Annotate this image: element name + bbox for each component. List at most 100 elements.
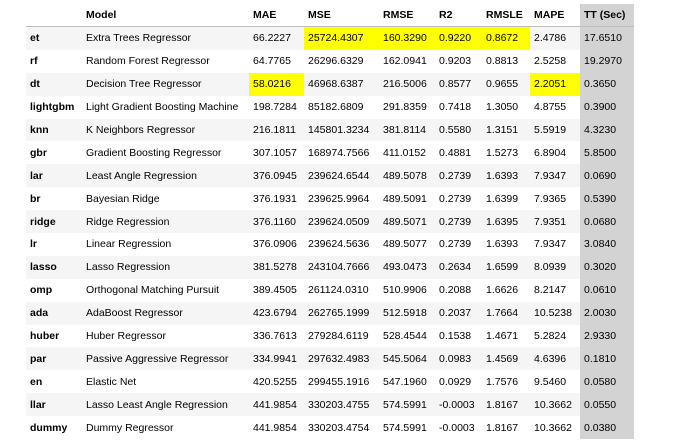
r2-cell: 0.0929 — [435, 370, 482, 394]
model-name-cell: Ridge Regression — [82, 210, 249, 234]
mae-cell: 64.7765 — [249, 49, 304, 73]
mse-cell: 239624.0509 — [304, 210, 379, 234]
model-name-cell: Gradient Boosting Regressor — [82, 141, 249, 165]
mae-cell: 376.1160 — [249, 210, 304, 234]
rmsle-cell: 1.8167 — [482, 393, 530, 417]
tt-sec-cell: 17.6510 — [580, 26, 634, 50]
rmsle-cell: 1.7664 — [482, 301, 530, 325]
rmse-cell: 489.5078 — [379, 164, 435, 188]
row-index-cell: br — [26, 187, 82, 211]
tt-sec-cell: 0.5390 — [580, 187, 634, 211]
row-index-cell: huber — [26, 324, 82, 348]
table-row: lasso Lasso Regression 381.5278 243104.7666… — [26, 255, 634, 279]
mse-cell: 297632.4983 — [304, 347, 379, 371]
rmse-cell: 216.5006 — [379, 72, 435, 96]
model-name-cell: Lasso Regression — [82, 255, 249, 279]
r2-cell: 0.2739 — [435, 164, 482, 188]
table-header-row: Model MAE MSE RMSE R2 RMSLE MAPE TT (Sec… — [26, 4, 634, 27]
rmsle-cell: 1.3050 — [482, 95, 530, 119]
r2-cell: 0.2634 — [435, 255, 482, 279]
rmse-cell: 574.5991 — [379, 416, 435, 440]
table-row: et Extra Trees Regressor 66.2227 25724.4307… — [26, 26, 634, 50]
table-row: dt Decision Tree Regressor 58.0216 46968.63… — [26, 72, 634, 96]
mape-cell: 2.2051 — [530, 72, 580, 96]
row-index-cell: ada — [26, 301, 82, 325]
rmse-cell: 528.4544 — [379, 324, 435, 348]
table-body: et Extra Trees Regressor 66.2227 25724.4307… — [26, 26, 634, 440]
table-row: rf Random Forest Regressor 64.7765 26296.63… — [26, 49, 634, 73]
model-name-cell: Extra Trees Regressor — [82, 26, 249, 50]
mse-cell: 330203.4755 — [304, 393, 379, 417]
rmse-cell: 512.5918 — [379, 301, 435, 325]
mse-cell: 243104.7666 — [304, 255, 379, 279]
r2-cell: 0.5580 — [435, 118, 482, 142]
table-row: en Elastic Net 420.5255 299455.1916 547.1960… — [26, 370, 634, 394]
table-row: omp Orthogonal Matching Pursuit 389.4505 26… — [26, 278, 634, 302]
rmse-cell: 160.3290 — [379, 26, 435, 50]
mse-cell: 239625.9964 — [304, 187, 379, 211]
model-name-cell: AdaBoost Regressor — [82, 301, 249, 325]
r2-cell: 0.8577 — [435, 72, 482, 96]
mape-cell: 6.8904 — [530, 141, 580, 165]
r2-cell: 0.0983 — [435, 347, 482, 371]
table-row: lightgbm Light Gradient Boosting Machine 1… — [26, 95, 634, 119]
rmse-cell: 162.0941 — [379, 49, 435, 73]
tt-sec-cell: 0.0580 — [580, 370, 634, 394]
model-name-cell: Decision Tree Regressor — [82, 72, 249, 96]
r2-cell: 0.2739 — [435, 233, 482, 256]
header-rmse: RMSE — [379, 4, 435, 27]
row-index-cell: omp — [26, 278, 82, 302]
header-mae: MAE — [249, 4, 304, 27]
header-index — [26, 4, 82, 27]
header-r2: R2 — [435, 4, 482, 27]
mse-cell: 330203.4754 — [304, 416, 379, 440]
tt-sec-cell: 2.0030 — [580, 301, 634, 325]
rmsle-cell: 1.6626 — [482, 278, 530, 302]
model-name-cell: Linear Regression — [82, 233, 249, 256]
mae-cell: 423.6794 — [249, 301, 304, 325]
rmse-cell: 510.9906 — [379, 278, 435, 302]
rmse-cell: 493.0473 — [379, 255, 435, 279]
mae-cell: 420.5255 — [249, 370, 304, 394]
row-index-cell: lightgbm — [26, 95, 82, 119]
mape-cell: 7.9347 — [530, 233, 580, 256]
mae-cell: 376.0945 — [249, 164, 304, 188]
row-index-cell: lasso — [26, 255, 82, 279]
mae-cell: 381.5278 — [249, 255, 304, 279]
mae-cell: 198.7284 — [249, 95, 304, 119]
row-index-cell: knn — [26, 118, 82, 142]
mape-cell: 9.5460 — [530, 370, 580, 394]
model-name-cell: Random Forest Regressor — [82, 49, 249, 73]
tt-sec-cell: 5.8500 — [580, 141, 634, 165]
tt-sec-cell: 0.3900 — [580, 95, 634, 119]
rmsle-cell: 1.3151 — [482, 118, 530, 142]
tt-sec-cell: 4.3230 — [580, 118, 634, 142]
tt-sec-cell: 0.1810 — [580, 347, 634, 371]
mape-cell: 10.3662 — [530, 416, 580, 440]
tt-sec-cell: 0.0610 — [580, 278, 634, 302]
row-index-cell: lar — [26, 164, 82, 188]
row-index-cell: par — [26, 347, 82, 371]
model-name-cell: Bayesian Ridge — [82, 187, 249, 211]
model-name-cell: Orthogonal Matching Pursuit — [82, 278, 249, 302]
table-row: gbr Gradient Boosting Regressor 307.1057 16… — [26, 141, 634, 165]
mse-cell: 85182.6809 — [304, 95, 379, 119]
rmse-cell: 574.5991 — [379, 393, 435, 417]
rmse-cell: 291.8359 — [379, 95, 435, 119]
rmsle-cell: 1.8167 — [482, 416, 530, 440]
mape-cell: 5.5919 — [530, 118, 580, 142]
mse-cell: 25724.4307 — [304, 26, 379, 50]
r2-cell: -0.0003 — [435, 416, 482, 440]
tt-sec-cell: 0.0690 — [580, 164, 634, 188]
model-name-cell: K Neighbors Regressor — [82, 118, 249, 142]
row-index-cell: gbr — [26, 141, 82, 165]
r2-cell: 0.7418 — [435, 95, 482, 119]
row-index-cell: et — [26, 26, 82, 50]
rmsle-cell: 1.4671 — [482, 324, 530, 348]
tt-sec-cell: 3.0840 — [580, 233, 634, 256]
tt-sec-cell: 19.2970 — [580, 49, 634, 73]
mape-cell: 2.4786 — [530, 26, 580, 50]
table-row: knn K Neighbors Regressor 216.1811 145801.3… — [26, 118, 634, 142]
table-row: dummy Dummy Regressor 441.9854 330203.4754 5… — [26, 416, 634, 440]
